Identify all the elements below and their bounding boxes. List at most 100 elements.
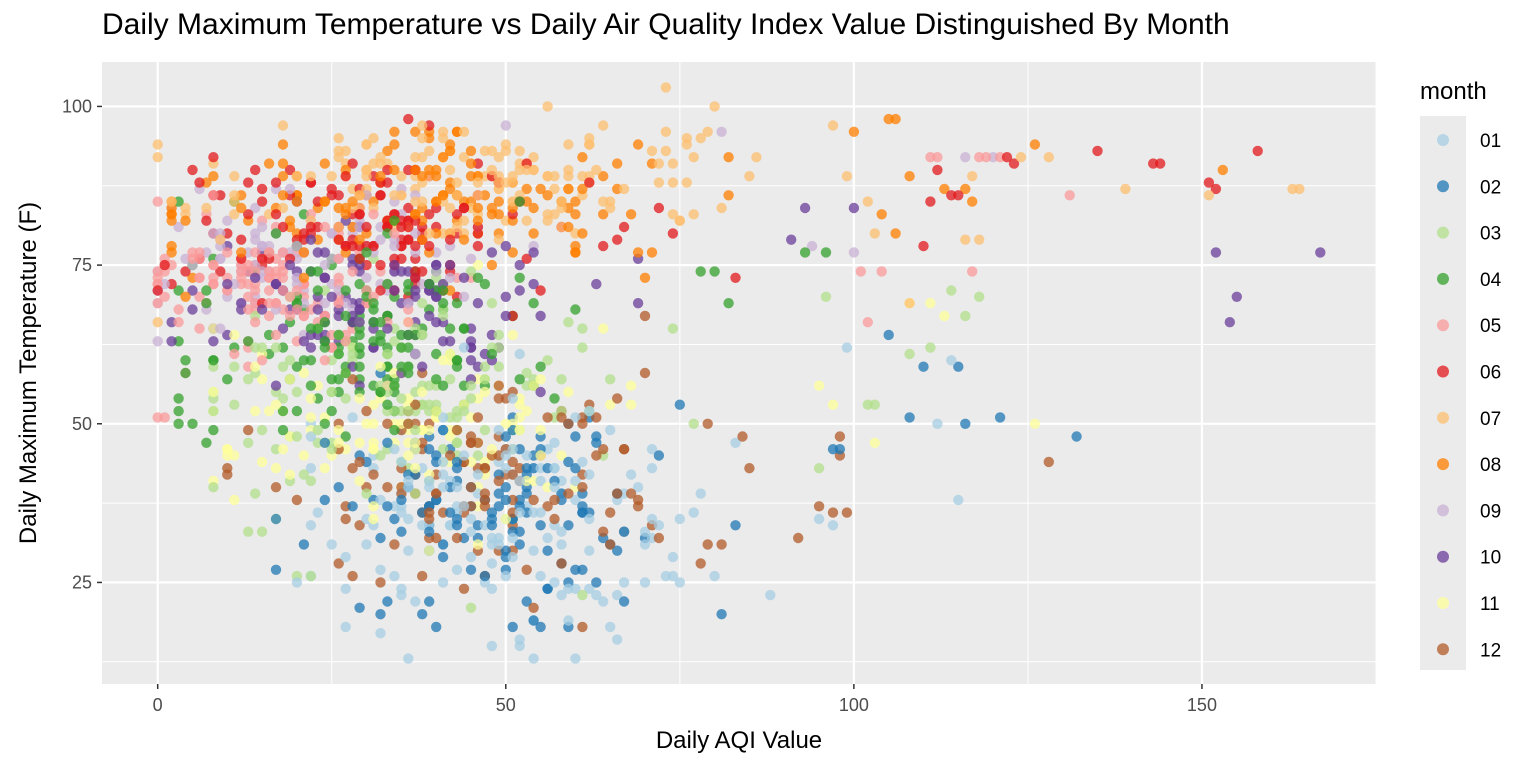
point-month-07 bbox=[967, 171, 978, 182]
point-month-04 bbox=[340, 367, 351, 379]
point-month-11 bbox=[375, 361, 386, 372]
point-month-11 bbox=[333, 437, 344, 448]
point-month-12 bbox=[549, 494, 560, 506]
point-month-01 bbox=[437, 482, 449, 493]
point-month-11 bbox=[229, 494, 240, 506]
point-month-08 bbox=[542, 190, 553, 201]
point-month-01 bbox=[521, 450, 532, 461]
point-month-02 bbox=[918, 361, 929, 372]
point-month-11 bbox=[319, 463, 330, 474]
point-month-12 bbox=[493, 380, 504, 391]
point-month-01 bbox=[639, 577, 651, 588]
point-month-12 bbox=[347, 570, 358, 582]
point-month-10 bbox=[514, 259, 525, 271]
point-month-05 bbox=[925, 152, 936, 163]
legend-title: month bbox=[1420, 78, 1487, 105]
point-month-04 bbox=[444, 323, 456, 334]
point-month-07 bbox=[229, 171, 240, 182]
point-month-10 bbox=[166, 336, 177, 347]
point-month-01 bbox=[598, 596, 609, 607]
point-month-04 bbox=[173, 285, 184, 296]
point-month-12 bbox=[354, 520, 365, 531]
point-month-03 bbox=[410, 488, 421, 499]
point-month-08 bbox=[521, 183, 532, 195]
point-month-01 bbox=[625, 469, 637, 480]
point-month-02 bbox=[354, 602, 365, 613]
point-month-12 bbox=[493, 475, 504, 487]
point-month-02 bbox=[347, 501, 358, 512]
point-month-01 bbox=[653, 520, 665, 531]
point-month-06 bbox=[925, 196, 936, 207]
point-month-11 bbox=[410, 437, 421, 448]
point-month-01 bbox=[514, 507, 525, 518]
point-month-01 bbox=[563, 615, 574, 626]
point-month-11 bbox=[598, 323, 609, 334]
legend-label-05: 05 bbox=[1480, 316, 1501, 337]
point-month-02 bbox=[500, 482, 511, 493]
point-month-08 bbox=[166, 240, 177, 252]
point-month-10 bbox=[786, 234, 797, 245]
point-month-11 bbox=[424, 424, 435, 436]
point-month-08 bbox=[417, 171, 428, 182]
point-month-04 bbox=[201, 437, 212, 448]
point-month-07 bbox=[396, 190, 407, 201]
point-month-11 bbox=[424, 545, 435, 556]
point-month-05 bbox=[263, 266, 275, 277]
point-month-07 bbox=[424, 228, 435, 239]
point-month-05 bbox=[208, 259, 219, 271]
point-month-02 bbox=[493, 501, 504, 512]
point-month-12 bbox=[716, 539, 727, 550]
point-month-01 bbox=[612, 634, 623, 645]
point-month-04 bbox=[451, 355, 463, 366]
point-month-02 bbox=[424, 596, 435, 607]
point-month-01 bbox=[291, 577, 303, 588]
point-month-04 bbox=[723, 298, 734, 309]
point-month-10 bbox=[799, 202, 811, 214]
point-month-08 bbox=[180, 215, 191, 226]
point-month-04 bbox=[340, 285, 351, 296]
point-month-10 bbox=[187, 285, 198, 296]
point-month-08 bbox=[465, 158, 477, 169]
legend: month 01 02 03 04 05 06 07 08 09 10 11 12 bbox=[1420, 78, 1502, 670]
point-month-06 bbox=[403, 113, 414, 125]
point-month-09 bbox=[326, 228, 337, 239]
point-month-05 bbox=[270, 329, 282, 341]
point-month-05 bbox=[256, 355, 268, 366]
point-month-12 bbox=[431, 488, 442, 499]
point-month-07 bbox=[646, 145, 658, 157]
point-month-06 bbox=[946, 190, 957, 201]
point-month-08 bbox=[625, 209, 637, 220]
point-month-01 bbox=[841, 342, 853, 353]
point-month-01 bbox=[632, 482, 644, 493]
point-month-05 bbox=[250, 247, 261, 258]
point-month-01 bbox=[458, 501, 470, 512]
point-month-01 bbox=[458, 342, 470, 353]
point-month-10 bbox=[431, 317, 442, 328]
point-month-03 bbox=[451, 437, 463, 448]
point-month-10 bbox=[305, 342, 317, 353]
point-month-10 bbox=[270, 380, 282, 391]
point-month-01 bbox=[549, 463, 560, 474]
point-month-02 bbox=[424, 444, 435, 455]
point-month-03 bbox=[389, 336, 400, 347]
point-month-02 bbox=[960, 418, 971, 429]
point-month-03 bbox=[904, 348, 915, 360]
point-month-05 bbox=[855, 266, 866, 277]
point-month-03 bbox=[465, 380, 477, 391]
point-month-08 bbox=[493, 196, 504, 207]
point-month-02 bbox=[542, 545, 553, 556]
point-month-03 bbox=[361, 488, 372, 499]
point-month-02 bbox=[486, 507, 498, 518]
point-month-03 bbox=[229, 399, 240, 410]
point-month-02 bbox=[834, 444, 846, 455]
point-month-11 bbox=[256, 374, 268, 385]
point-month-05 bbox=[403, 317, 414, 328]
point-month-01 bbox=[340, 621, 351, 633]
point-month-07 bbox=[152, 317, 163, 328]
point-month-07 bbox=[702, 126, 713, 137]
point-month-01 bbox=[486, 583, 498, 594]
y-tick-label-25: 25 bbox=[72, 572, 92, 592]
point-month-01 bbox=[535, 475, 546, 487]
point-month-08 bbox=[563, 183, 574, 195]
